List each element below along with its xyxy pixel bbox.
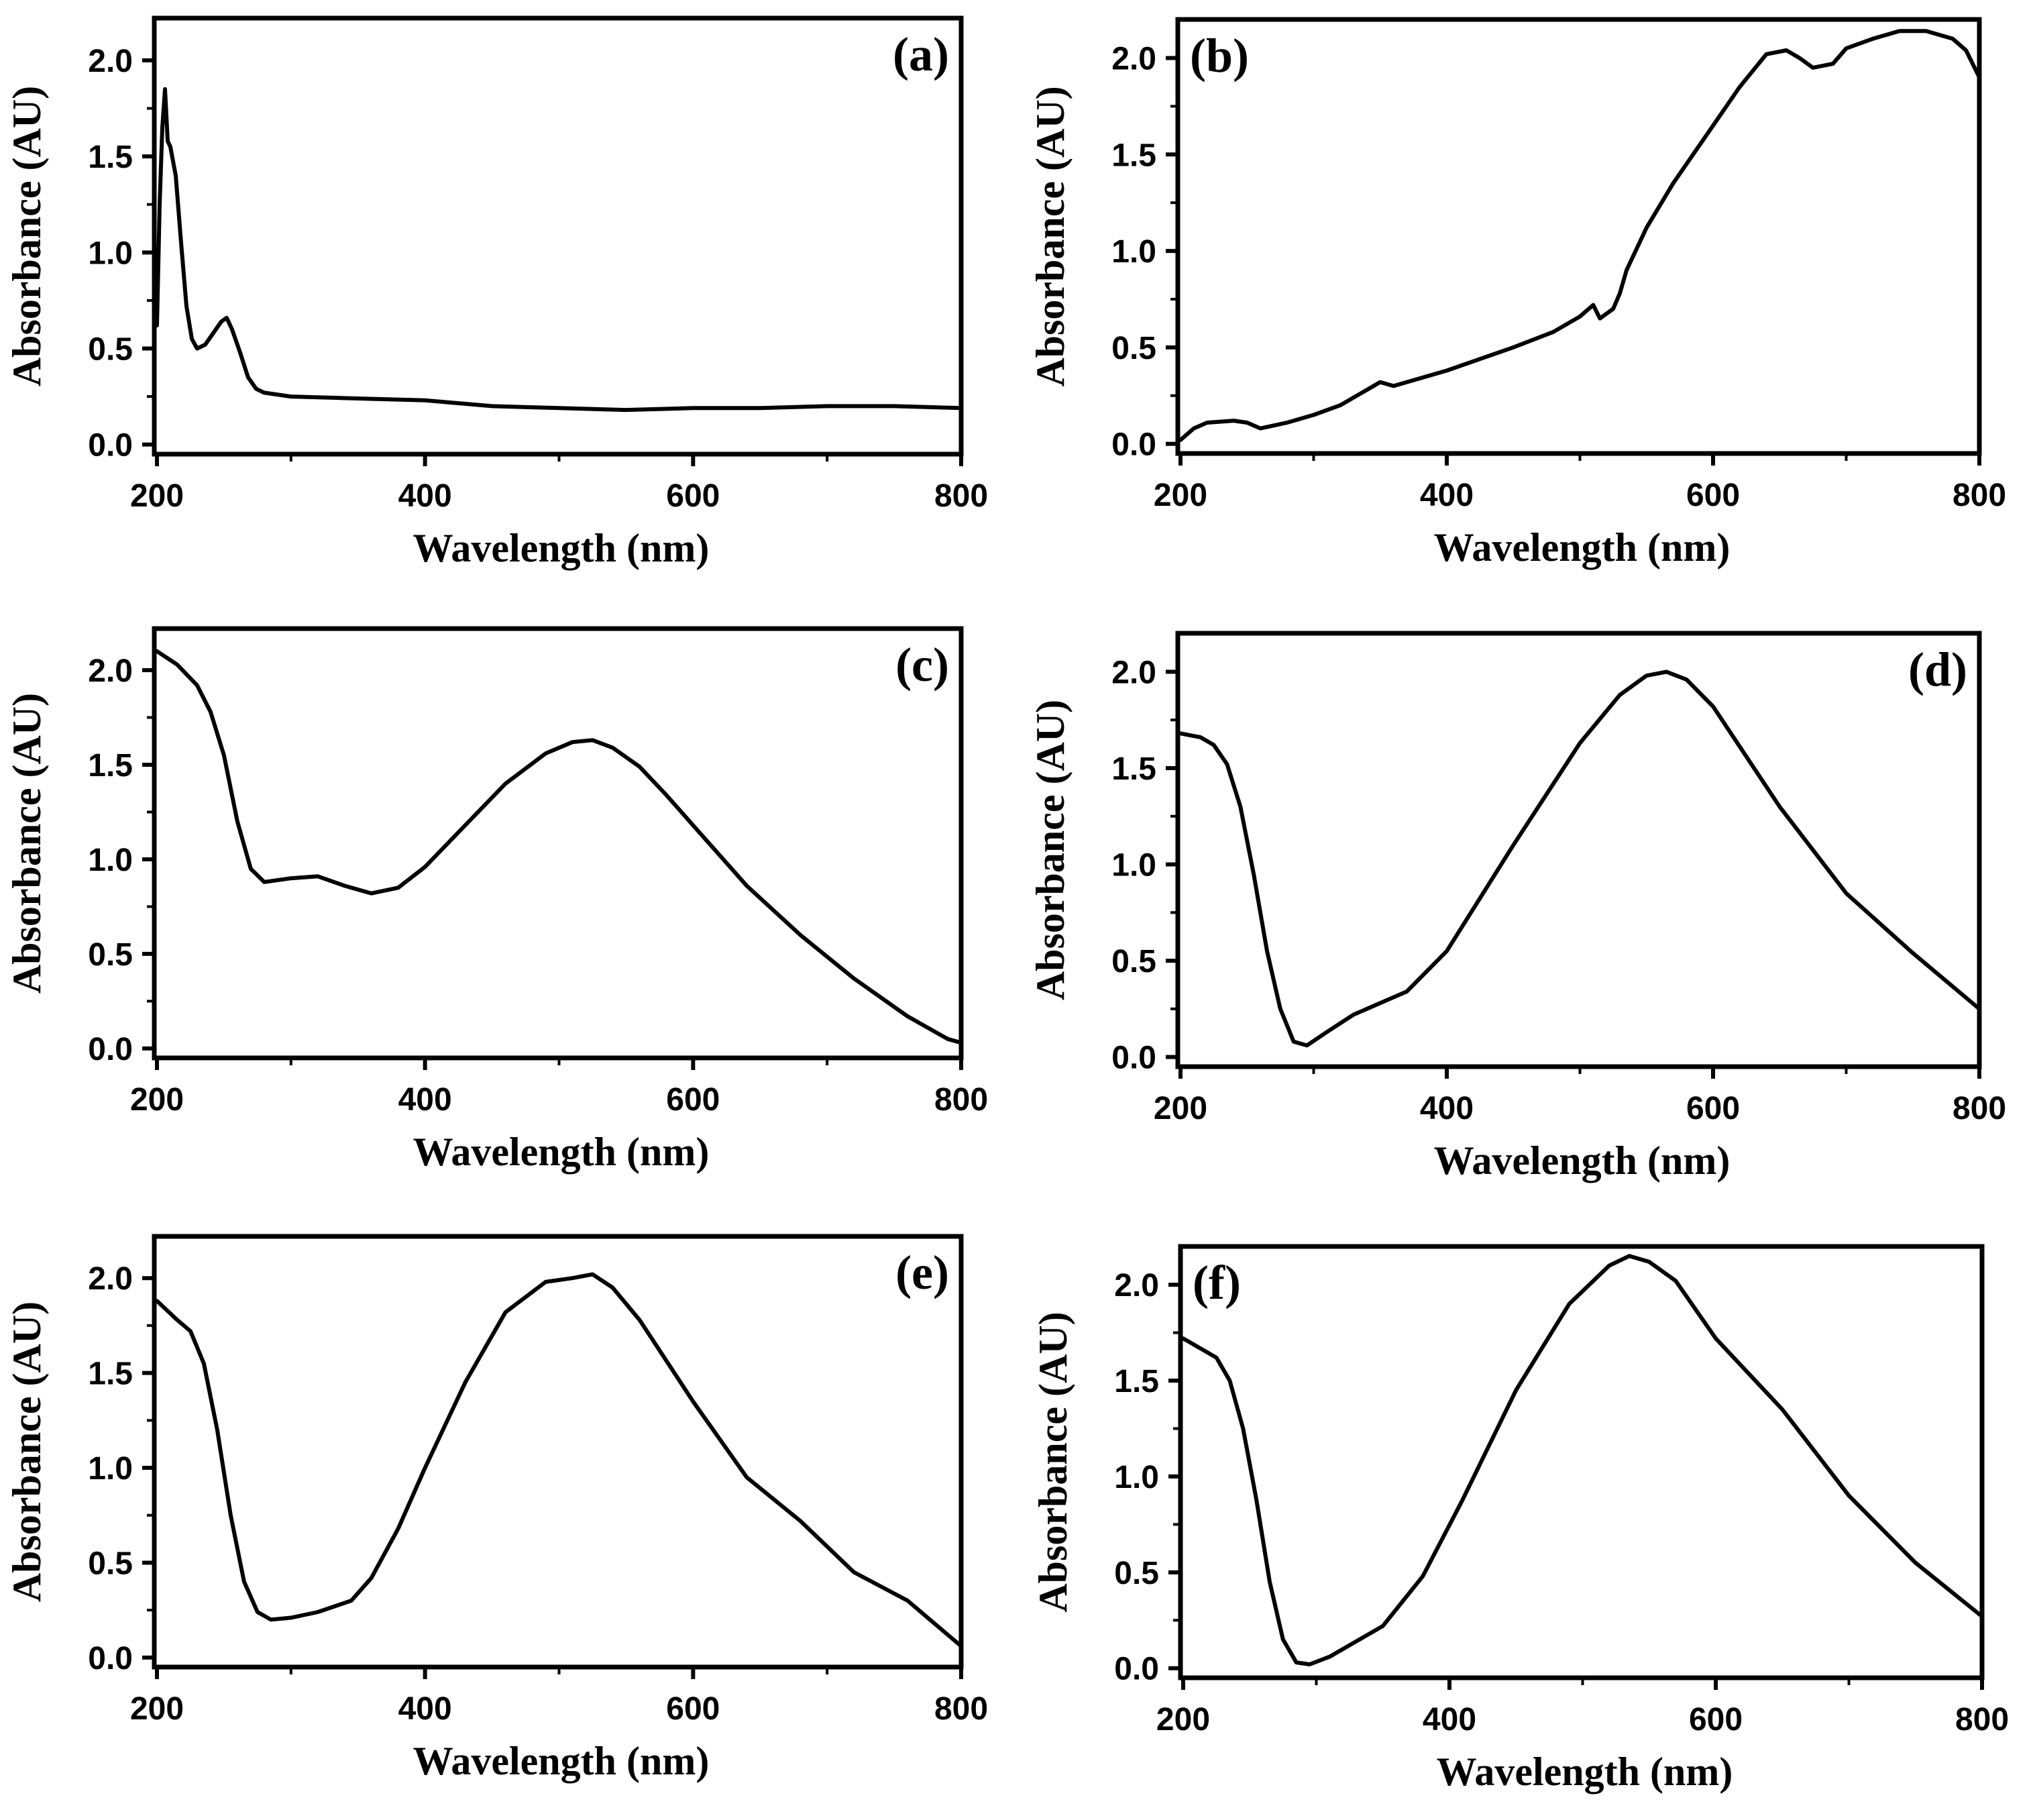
x-tick-label: 200 [1154,478,1207,513]
y-tick-label: 2.0 [88,44,133,79]
y-tick-label: 0.0 [1111,427,1156,463]
panel-b: 200 400 600 800 0.0 0.5 1.0 1.5 2.0 Wavelength (n… [1028,17,2006,570]
x-tick-label: 800 [934,478,988,514]
x-tick-label: 400 [398,1082,452,1118]
y-tick-label: 1.0 [88,1451,133,1487]
panel-label: (d) [1908,643,1967,696]
x-axis-label: Wavelength (nm) [1434,525,1731,570]
x-tick-label: 600 [1686,1091,1740,1126]
y-tick-label: 2.0 [88,653,133,689]
y-tick-label: 2.0 [88,1261,133,1297]
x-tick-label: 800 [1955,1702,2009,1737]
panel-label: (c) [895,638,949,692]
y-axis-label: Absorbance (AU) [5,693,49,994]
x-tick-label: 400 [398,1691,452,1727]
plot-frame [1175,17,1982,456]
y-tick-label: 1.0 [1111,848,1156,884]
plot-frame [152,1234,964,1670]
series-line-d [1178,670,1981,1048]
plot-frame [1178,1244,1985,1680]
y-tick-label: 2.0 [1111,655,1156,690]
y-tick-label: 0.5 [1114,1556,1159,1591]
x-axis-label: Wavelength (nm) [413,1739,710,1783]
y-tick-label: 0.0 [88,428,133,464]
y-tick-label: 2.0 [1114,1268,1159,1303]
x-tick-label: 800 [1953,1091,2006,1126]
x-tick-label: 200 [130,478,184,514]
panel-label: (b) [1190,29,1249,83]
y-tick-label: 1.5 [88,1356,133,1392]
y-tick-label: 2.0 [1111,42,1156,77]
y-axis-label: Absorbance (AU) [5,86,49,386]
panel-label: (f) [1193,1256,1241,1309]
y-tick-label: 0.5 [88,1546,133,1581]
x-axis-label: Wavelength (nm) [413,1130,710,1174]
panel-e: 200 400 600 800 0.0 0.5 1.0 1.5 2.0 Wavelength (n… [5,1234,988,1783]
y-tick-label: 0.5 [88,937,133,973]
y-tick-label: 0.0 [1111,1040,1156,1076]
y-tick-label: 0.5 [88,332,133,368]
x-tick-label: 600 [666,1691,720,1727]
y-tick-label: 1.5 [1111,751,1156,787]
x-tick-label: 600 [666,1082,720,1118]
y-tick-label: 1.0 [1111,234,1156,270]
plot-frame [152,626,964,1061]
y-tick-label: 1.0 [1114,1460,1159,1495]
y-tick-label: 0.0 [1114,1652,1159,1687]
x-tick-label: 200 [130,1082,184,1118]
series-line-e [155,1272,963,1648]
y-tick-label: 0.0 [88,1641,133,1676]
x-tick-label: 400 [1420,1091,1474,1126]
y-tick-label: 1.0 [88,843,133,878]
y-tick-label: 1.5 [88,748,133,784]
panel-label: (e) [895,1246,949,1299]
panel-d: 200 400 600 800 0.0 0.5 1.0 1.5 2.0 Wavelength (n… [1028,631,2006,1183]
series-line-f [1181,1254,1984,1666]
x-tick-label: 400 [398,478,452,514]
y-axis-label: Absorbance (AU) [5,1301,49,1602]
y-axis-label: Absorbance (AU) [1028,86,1073,386]
x-axis-label: Wavelength (nm) [413,526,710,570]
x-tick-label: 600 [1689,1702,1743,1737]
x-tick-label: 800 [1953,478,2006,513]
y-axis-label: Absorbance (AU) [1031,1312,1075,1612]
plot-frame [152,15,964,457]
series-line-a [155,87,963,413]
x-tick-label: 200 [1154,1091,1207,1126]
plot-frame [1175,631,1982,1069]
y-axis-label: Absorbance (AU) [1028,700,1073,1000]
y-tick-label: 1.5 [1114,1364,1159,1399]
x-tick-label: 600 [1686,478,1740,513]
y-tick-label: 0.0 [88,1032,133,1067]
series-line-c [155,649,963,1045]
x-axis-label: Wavelength (nm) [1434,1138,1731,1183]
panel-f: 200 400 600 800 0.0 0.5 1.0 1.5 2.0 Wavelength (n… [1031,1244,2009,1794]
y-tick-label: 0.5 [1111,944,1156,979]
x-tick-label: 800 [934,1082,988,1118]
x-tick-label: 200 [130,1691,184,1727]
y-tick-label: 1.0 [88,235,133,271]
y-tick-label: 0.5 [1111,331,1156,366]
panel-c: 200 400 600 800 0.0 0.5 1.0 1.5 2.0 Wavelength (n… [5,626,988,1174]
x-tick-label: 400 [1420,478,1474,513]
y-tick-label: 1.5 [88,140,133,175]
y-tick-label: 1.5 [1111,138,1156,173]
x-tick-label: 400 [1423,1702,1476,1737]
x-tick-label: 800 [934,1691,988,1727]
x-tick-label: 200 [1156,1702,1210,1737]
x-axis-label: Wavelength (nm) [1437,1750,1733,1794]
panel-a: 200 400 600 800 0.0 0.5 1.0 1.5 2.0 Wavelength (n… [5,15,988,570]
x-tick-label: 600 [666,478,720,514]
series-line-b [1178,29,1981,442]
panel-label: (a) [893,28,949,81]
